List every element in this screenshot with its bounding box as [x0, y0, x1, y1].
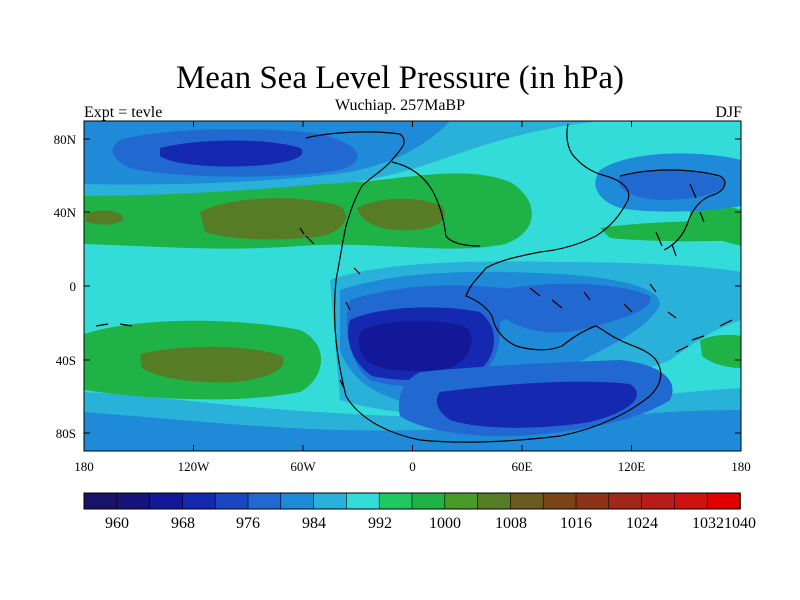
- coastline-north-inner: [391, 161, 481, 247]
- x-tick-label-2: 60W: [290, 459, 316, 474]
- coastline-main: [305, 123, 662, 443]
- season-label: DJF: [715, 104, 742, 121]
- colorbar-swatch-13: [510, 492, 544, 510]
- y-tick-label-4: 80S: [56, 426, 76, 441]
- colorbar-label-10: 1040: [724, 515, 756, 532]
- y-tick-label-3: 40S: [56, 353, 76, 368]
- x-tick-label-1: 120W: [178, 459, 211, 474]
- coastline-west-islands: [95, 227, 315, 327]
- map-title: Mean Sea Level Pressure (in hPa): [175, 60, 625, 96]
- south-olive-high: [140, 346, 284, 383]
- x-tick-label-6: 180: [731, 459, 751, 474]
- map-subtitle: Wuchiap. 257MaBP: [334, 97, 465, 114]
- coastline-small-islands: [339, 267, 361, 389]
- south-basin-east-blue: [500, 283, 651, 333]
- colorbar-swatch-15: [575, 492, 610, 510]
- north-olive-high-east: [357, 198, 445, 231]
- coastline-tropical-islands: [529, 283, 677, 319]
- colorbar-swatch-8: [346, 492, 380, 510]
- y-tick-label-0: 80N: [54, 132, 77, 147]
- colorbar-label-5: 1000: [429, 515, 461, 532]
- x-tick-label-4: 60E: [512, 459, 533, 474]
- colorbar-label-0: 960: [105, 515, 129, 532]
- colorbar-label-3: 984: [302, 515, 326, 532]
- coastline-southeast-islands: [675, 319, 733, 353]
- north-olive-high-west: [200, 198, 346, 240]
- pressure-field: [84, 121, 741, 451]
- colorbar-label-8: 1024: [626, 515, 658, 532]
- colorbar-label-9: 1032: [692, 515, 724, 532]
- y-tick-label-1: 40N: [54, 205, 77, 220]
- colorbar-swatch-7: [313, 492, 348, 510]
- colorbar: 960 968 976 984 992 1000 1008 1016 1024 …: [83, 492, 756, 532]
- x-tick-label-5: 120E: [618, 459, 646, 474]
- colorbar-swatch-11: [444, 492, 479, 510]
- x-tick-label-3: 0: [409, 459, 416, 474]
- colorbar-swatch-4: [214, 492, 249, 510]
- colorbar-swatch-1: [116, 492, 151, 510]
- south-green-east: [700, 334, 741, 368]
- colorbar-swatch-18: [674, 492, 709, 510]
- colorbar-swatch-17: [641, 492, 676, 510]
- south-basin-core: [358, 320, 472, 372]
- colorbar-label-7: 1016: [560, 515, 592, 532]
- northeast-low-inner: [618, 169, 726, 200]
- colorbar-swatch-0: [83, 492, 118, 510]
- north-olive-small: [86, 210, 124, 225]
- experiment-label: Expt = tevle: [84, 104, 163, 121]
- x-axis: 180 120W 60W 0 60E 120E 180: [74, 121, 751, 474]
- mid-lat-green-east: [600, 221, 741, 242]
- colorbar-swatch-12: [477, 492, 512, 510]
- south-high-lat-mid: [84, 410, 741, 451]
- south-high-lat-deep: [436, 381, 637, 428]
- colorbar-swatch-16: [608, 492, 643, 510]
- colorbar-swatch-5: [247, 492, 282, 510]
- colorbar-swatches: [83, 492, 741, 510]
- colorbar-swatch-19: [706, 492, 741, 510]
- north-blue-low-core: [160, 140, 303, 167]
- colorbar-label-4: 992: [368, 515, 392, 532]
- colorbar-label-6: 1008: [495, 515, 527, 532]
- y-axis: 80N 40N 0 40S 80S: [54, 132, 741, 441]
- coastline-northeast: [619, 169, 726, 251]
- colorbar-swatch-2: [149, 492, 184, 510]
- colorbar-swatch-3: [182, 492, 216, 510]
- colorbar-swatch-6: [280, 492, 315, 510]
- x-tick-label-0: 180: [74, 459, 94, 474]
- colorbar-frame: [83, 492, 741, 510]
- y-tick-label-2: 0: [70, 279, 77, 294]
- colorbar-label-1: 968: [171, 515, 195, 532]
- coastline-east-islands: [655, 183, 705, 257]
- colorbar-swatch-14: [542, 492, 577, 510]
- colorbar-swatch-10: [411, 492, 446, 510]
- coastlines: [95, 123, 733, 443]
- colorbar-swatch-9: [378, 492, 413, 510]
- colorbar-label-2: 976: [236, 515, 260, 532]
